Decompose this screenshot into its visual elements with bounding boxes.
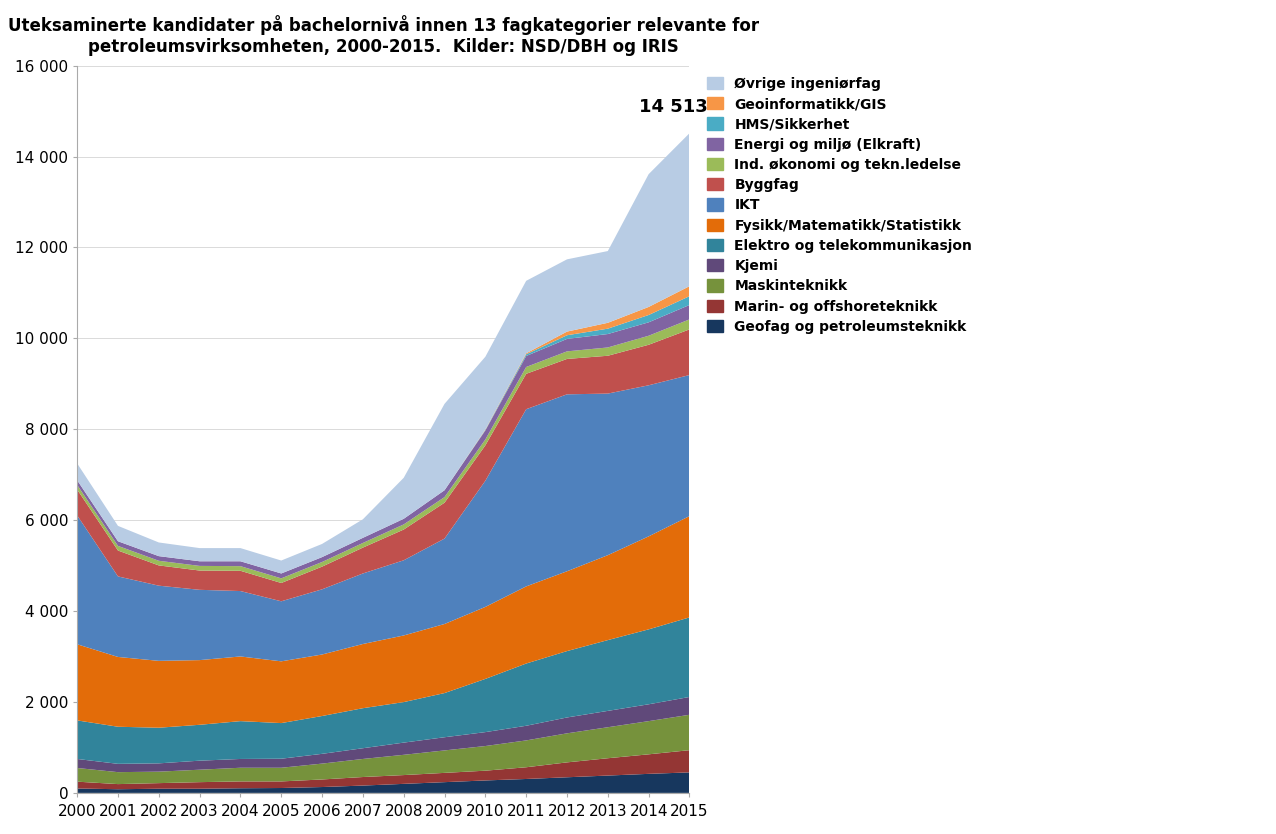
Legend: Øvrige ingeniørfag, Geoinformatikk/GIS, HMS/Sikkerhet, Energi og miljø (Elkraft): Øvrige ingeniørfag, Geoinformatikk/GIS, … xyxy=(703,73,976,338)
Text: 14 513: 14 513 xyxy=(639,98,707,116)
Title: Uteksaminerte kandidater på bachelornivå innen 13 fagkategorier relevante for
pe: Uteksaminerte kandidater på bachelornivå… xyxy=(8,15,759,56)
